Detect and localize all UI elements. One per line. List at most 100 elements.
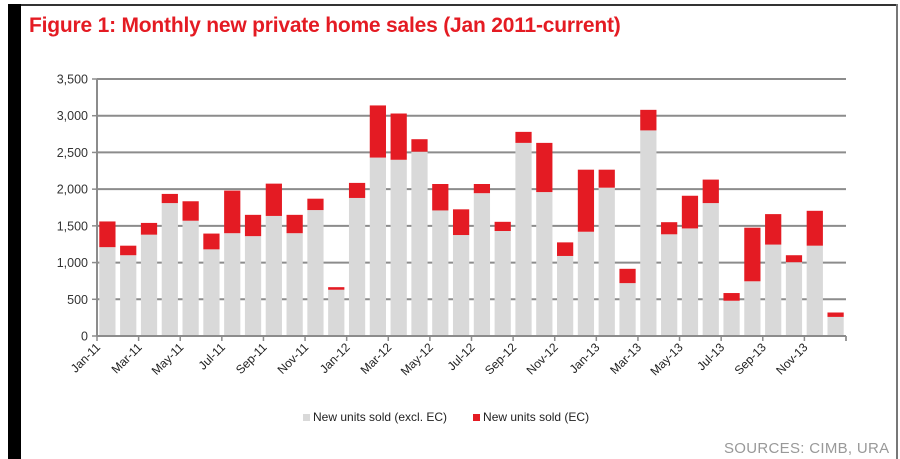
x-tick-label: Jan-11 — [68, 340, 103, 375]
bar-ec — [411, 139, 428, 152]
bar-excl-ec — [681, 228, 699, 336]
bar-ec — [99, 221, 116, 248]
x-tick-label: May-11 — [149, 340, 187, 378]
bar-excl-ec — [390, 159, 407, 336]
bar-excl-ec — [723, 300, 740, 336]
x-tick-label: Sep-11 — [233, 340, 270, 377]
bar-excl-ec — [99, 247, 116, 336]
bar-ec — [661, 222, 678, 235]
x-tick-label: Nov-12 — [524, 340, 561, 377]
bar-excl-ec — [286, 233, 303, 336]
y-tick-label: 500 — [67, 293, 88, 307]
bar-ec — [536, 142, 553, 193]
bar-ec — [806, 210, 823, 246]
x-tick-label: Jan-13 — [567, 340, 603, 376]
bar-ec — [640, 109, 657, 131]
bar-ec — [557, 242, 574, 256]
bar-excl-ec — [619, 283, 636, 336]
bar-ec — [452, 209, 470, 236]
bar-ec — [120, 245, 137, 256]
x-tick-label: Jan-12 — [317, 340, 353, 376]
bar-ec — [140, 222, 158, 235]
bar-ec — [161, 193, 178, 204]
bar-excl-ec — [806, 245, 823, 336]
bar-ec — [473, 184, 491, 194]
bar-excl-ec — [120, 255, 137, 336]
legend-label-excl-ec: New units sold (excl. EC) — [313, 410, 448, 424]
bar-ec — [286, 214, 303, 234]
bar-excl-ec — [598, 187, 615, 336]
bar-ec — [494, 221, 511, 231]
frame-right-border — [896, 4, 898, 459]
bar-ec — [390, 113, 407, 160]
bar-excl-ec — [765, 244, 782, 336]
bar-excl-ec — [265, 215, 282, 336]
y-tick-label: 3,500 — [57, 73, 88, 87]
bar-excl-ec — [494, 230, 511, 336]
bar-excl-ec — [640, 130, 657, 336]
y-tick-label: 3,000 — [57, 109, 88, 123]
bar-ec — [619, 268, 636, 284]
bar-excl-ec — [328, 289, 345, 336]
bar-ec — [681, 195, 699, 229]
bar-excl-ec — [827, 316, 844, 336]
x-tick-label: Jul-13 — [694, 340, 727, 373]
bar-ec — [765, 214, 782, 245]
bar-ec — [432, 184, 449, 211]
bar-ec — [348, 182, 366, 198]
x-tick-label: May-12 — [398, 340, 436, 378]
bar-ec — [182, 201, 199, 221]
legend-item-excl-ec: New units sold (excl. EC) — [303, 410, 447, 424]
legend-swatch-excl-ec — [303, 413, 310, 421]
bar-ec — [723, 293, 740, 301]
bar-ec — [702, 179, 719, 204]
bar-excl-ec — [785, 262, 803, 336]
bar-ec — [598, 169, 615, 188]
bar-ec — [577, 169, 595, 232]
bar-excl-ec — [348, 197, 366, 336]
bar-ec — [827, 312, 844, 317]
x-tick-label: Sep-12 — [482, 340, 519, 377]
bar-excl-ec — [161, 203, 178, 336]
bar-excl-ec — [557, 255, 574, 336]
bar-ec — [224, 190, 241, 234]
bar-excl-ec — [473, 193, 491, 336]
source-note: SOURCES: CIMB, URA — [724, 440, 890, 457]
bar-ec — [744, 227, 761, 282]
x-tick-label: Sep-13 — [732, 340, 769, 377]
y-tick-label: 1,000 — [57, 256, 88, 270]
legend-label-ec: New units sold (EC) — [483, 410, 590, 424]
x-tick-label: May-13 — [647, 340, 685, 378]
chart-title: Figure 1: Monthly new private home sales… — [29, 14, 621, 37]
bar-excl-ec — [244, 236, 262, 336]
bar-excl-ec — [432, 210, 449, 336]
legend: New units sold (excl. EC) New units sold… — [303, 410, 589, 424]
x-tick-label: Nov-11 — [275, 340, 312, 377]
bar-excl-ec — [411, 151, 428, 336]
bar-ec — [244, 214, 262, 237]
bar-excl-ec — [744, 281, 761, 336]
bar-excl-ec — [224, 233, 241, 336]
bar-ec — [515, 131, 532, 143]
bar-excl-ec — [369, 157, 386, 336]
x-tick-label: Mar-13 — [607, 340, 644, 377]
bar-excl-ec — [307, 210, 324, 336]
bar-excl-ec — [452, 235, 470, 336]
bar-ec — [785, 255, 803, 263]
bar-excl-ec — [515, 142, 532, 336]
x-tick-label: Jul-12 — [445, 340, 478, 373]
bar-ec — [203, 233, 220, 250]
bar-ec — [369, 105, 386, 158]
x-tick-label: Mar-11 — [109, 340, 145, 376]
frame-left-bar — [8, 4, 21, 459]
bar-ec — [265, 183, 282, 216]
y-tick-label: 0 — [81, 330, 88, 344]
legend-item-ec: New units sold (EC) — [473, 410, 589, 424]
bar-excl-ec — [203, 249, 220, 336]
bar-excl-ec — [661, 234, 678, 336]
x-tick-label: Mar-12 — [358, 340, 395, 377]
bar-ec — [307, 198, 324, 211]
y-tick-label: 1,500 — [57, 219, 88, 233]
bar-excl-ec — [577, 231, 595, 336]
